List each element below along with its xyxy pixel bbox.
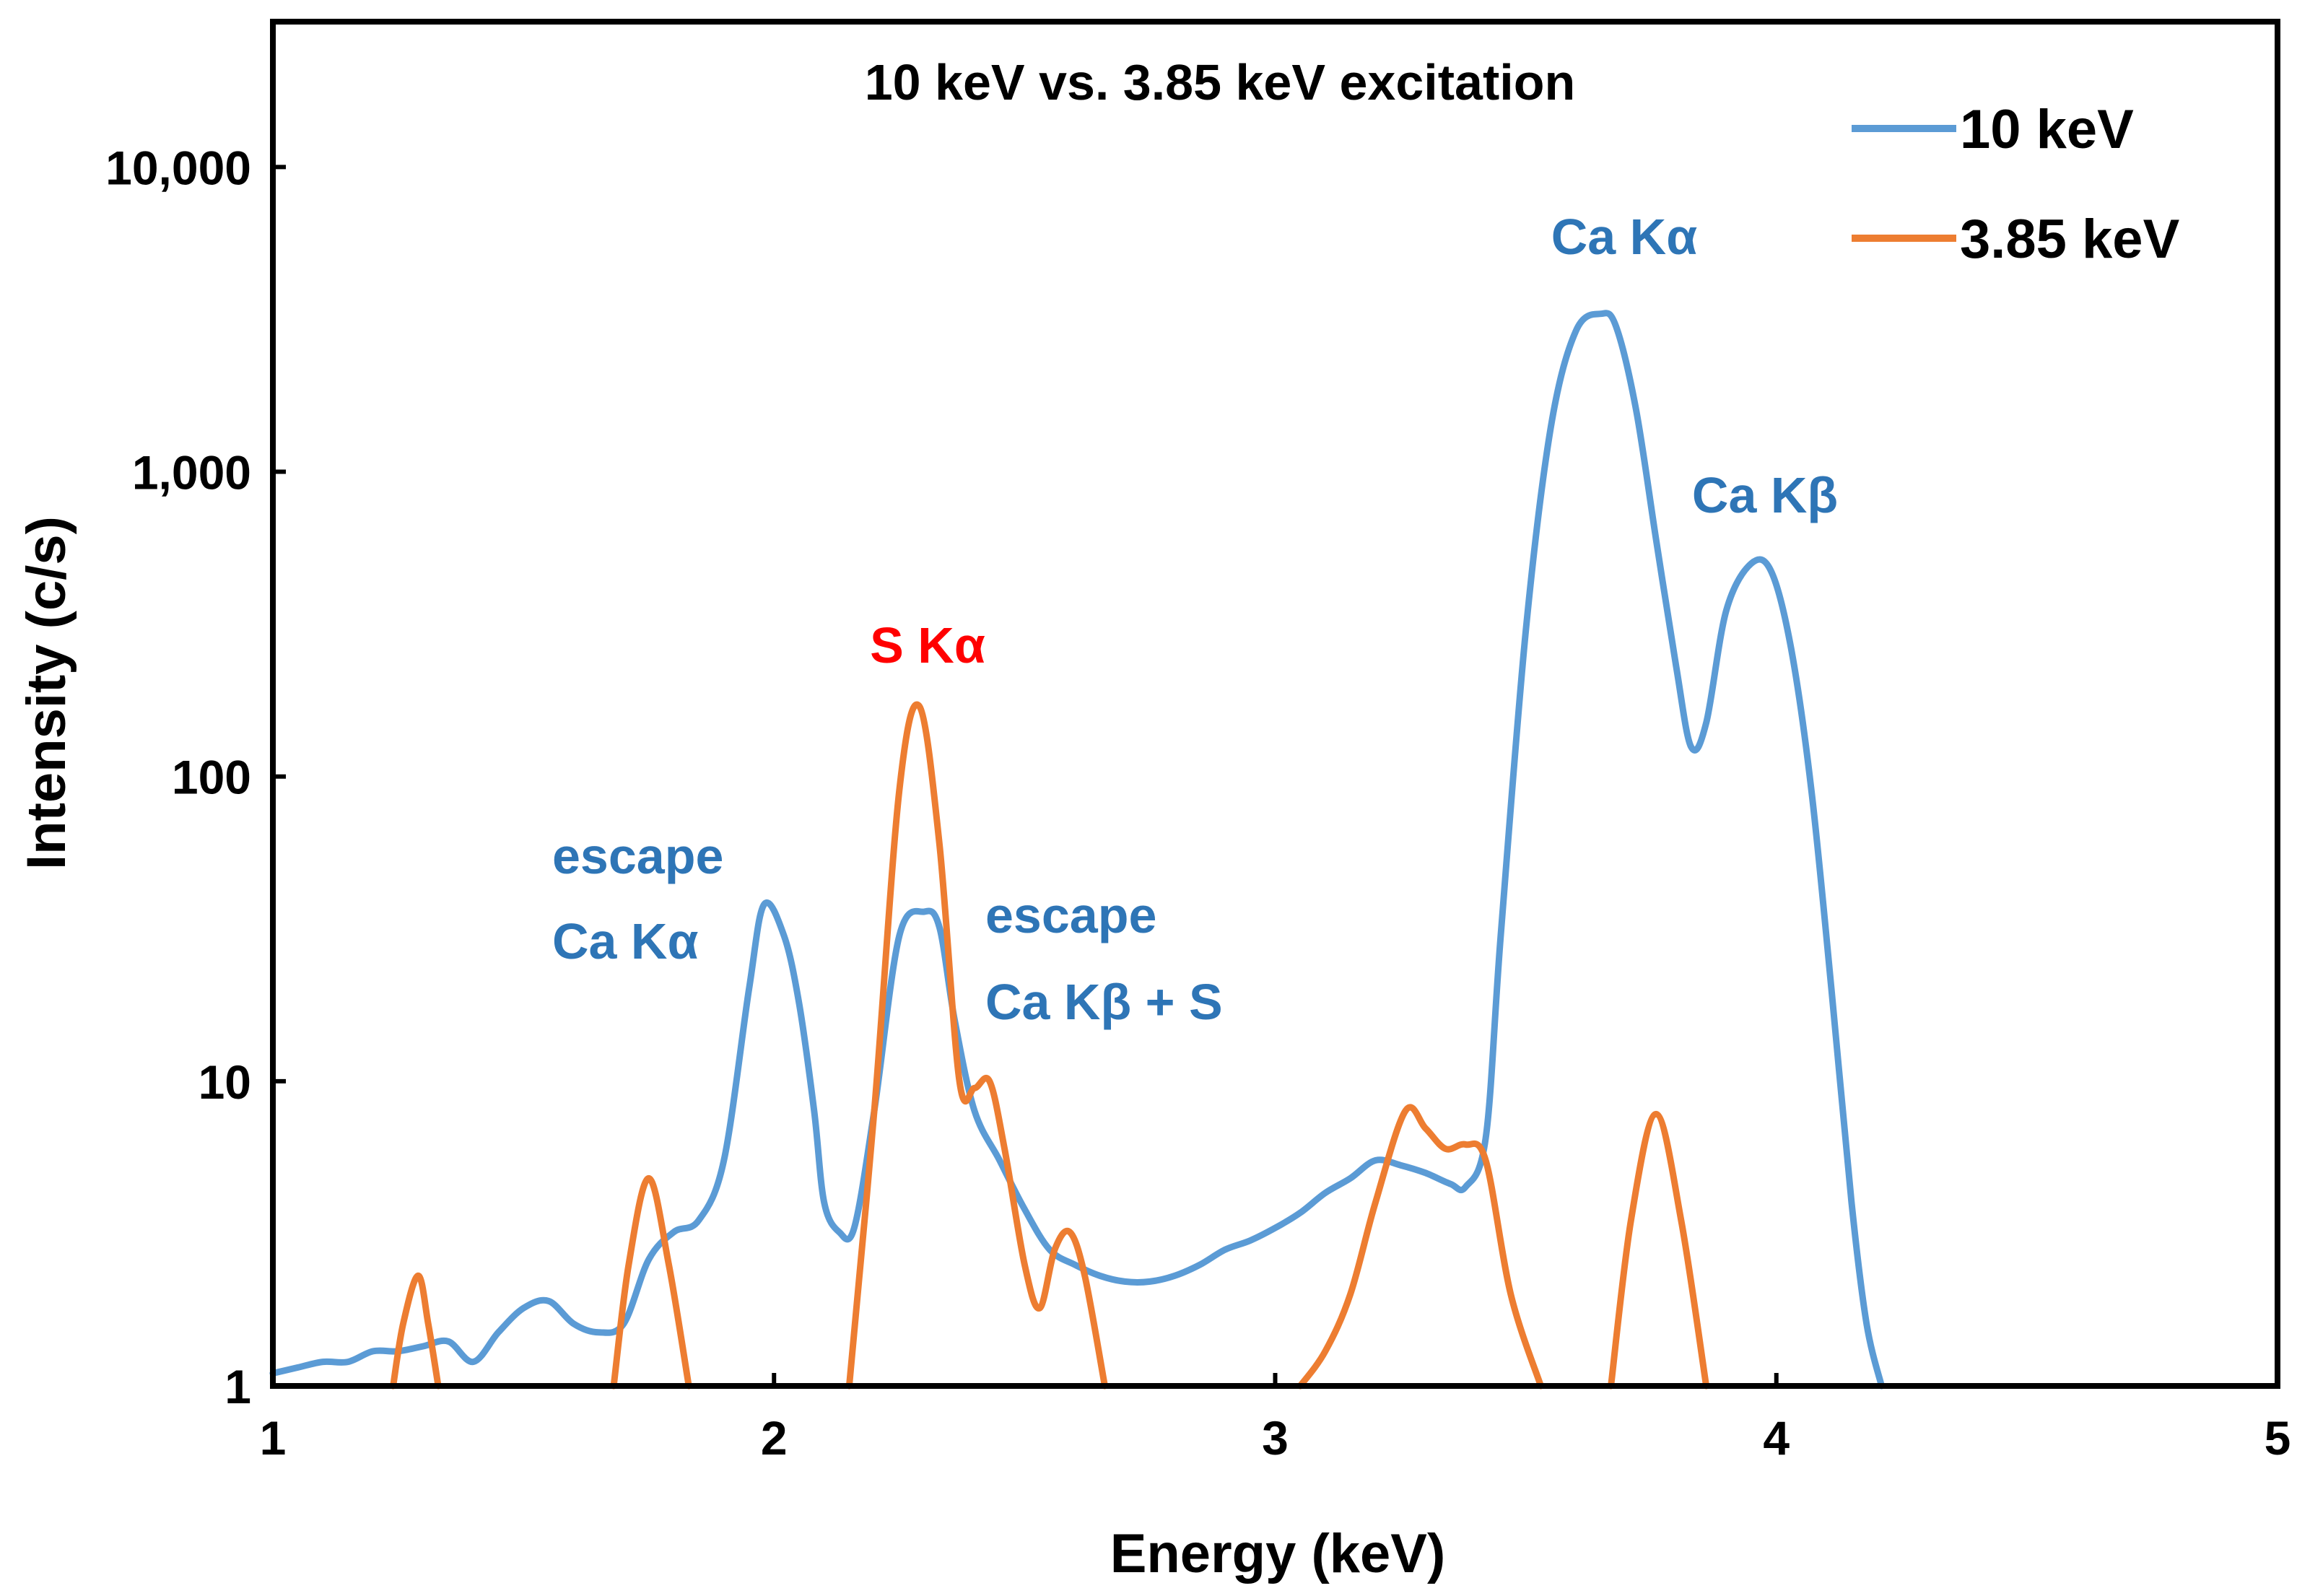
legend: 10 keV 3.85 keV	[1852, 99, 2180, 270]
annotation-ca-kbeta: Ca Kβ	[1692, 467, 1838, 523]
series-line-385kev-segment-4	[1608, 1110, 1710, 1390]
series-line-10kev	[269, 310, 1885, 1390]
annotation-escape-ca-kalpha-line1: escape	[552, 828, 723, 884]
x-tick-label: 1	[260, 1411, 287, 1465]
x-tick-label: 5	[2265, 1411, 2291, 1465]
legend-label-385kev: 3.85 keV	[1960, 209, 2180, 270]
x-tick-label: 2	[761, 1411, 788, 1465]
y-tick-label: 100	[172, 751, 251, 804]
annotation-escape-ca-kbeta-line2: Ca Kβ + S	[985, 974, 1223, 1030]
labels-layer: 1 2 3 4 5 1 10 100 1,000 10,000	[105, 141, 2291, 1465]
annotation-escape-ca-kbeta-line1: escape	[985, 887, 1156, 943]
y-tick-label: 10,000	[105, 141, 251, 194]
annotation-escape-ca-kalpha-line2: Ca Kα	[552, 913, 699, 969]
y-axis-title: Intensity (c/s)	[16, 516, 77, 870]
series-line-385kev-segment-1	[610, 1174, 692, 1390]
series-line-385kev-segment-3	[1296, 1104, 1544, 1390]
series-layer	[269, 310, 1885, 1390]
y-tick-label: 10	[199, 1055, 251, 1109]
chart-title: 10 keV vs. 3.85 keV excitation	[865, 54, 1576, 110]
y-tick-label: 1,000	[132, 446, 251, 500]
annotations: S Kα escape Ca Kα escape Ca Kβ + S Ca Kα…	[552, 209, 1838, 1030]
legend-label-10kev: 10 keV	[1960, 99, 2134, 160]
series-line-385kev-segment-2	[845, 701, 1108, 1390]
x-tick-label: 4	[1763, 1411, 1790, 1465]
y-tick-label: 1	[225, 1360, 251, 1413]
annotation-s-kalpha: S Kα	[870, 617, 985, 673]
series-line-385kev-segment-0	[390, 1272, 442, 1390]
x-tick-label: 3	[1262, 1411, 1289, 1465]
x-axis-title: Energy (keV)	[1110, 1523, 1446, 1584]
ticks-layer	[271, 165, 2280, 1388]
annotation-ca-kalpha: Ca Kα	[1551, 209, 1698, 265]
